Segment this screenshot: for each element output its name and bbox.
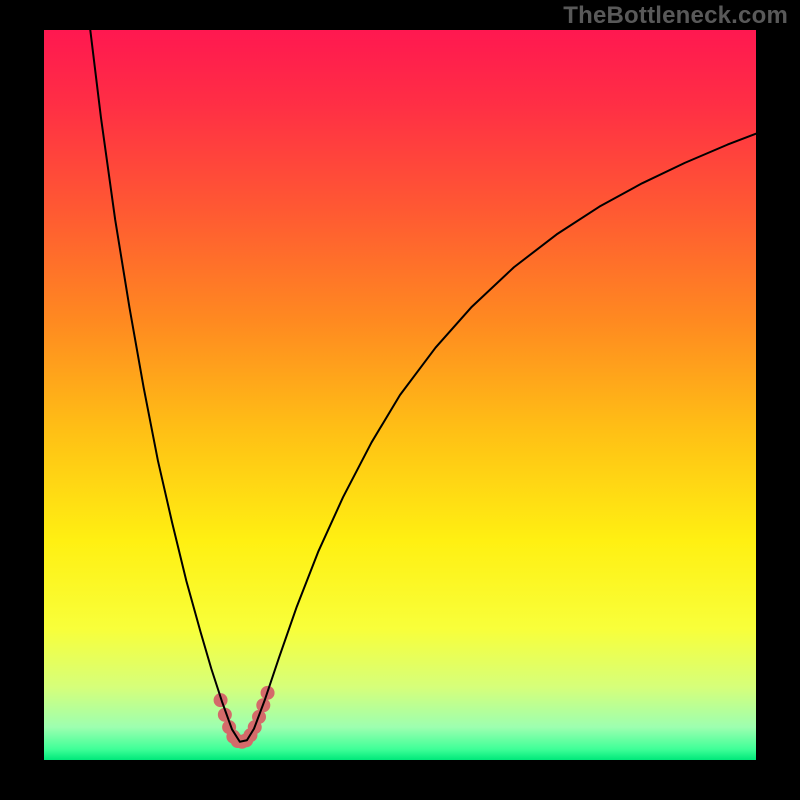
watermark-text: TheBottleneck.com	[563, 2, 788, 30]
chart-container: { "meta": { "watermark": "TheBottleneck.…	[0, 0, 800, 800]
chart-svg	[0, 0, 800, 800]
